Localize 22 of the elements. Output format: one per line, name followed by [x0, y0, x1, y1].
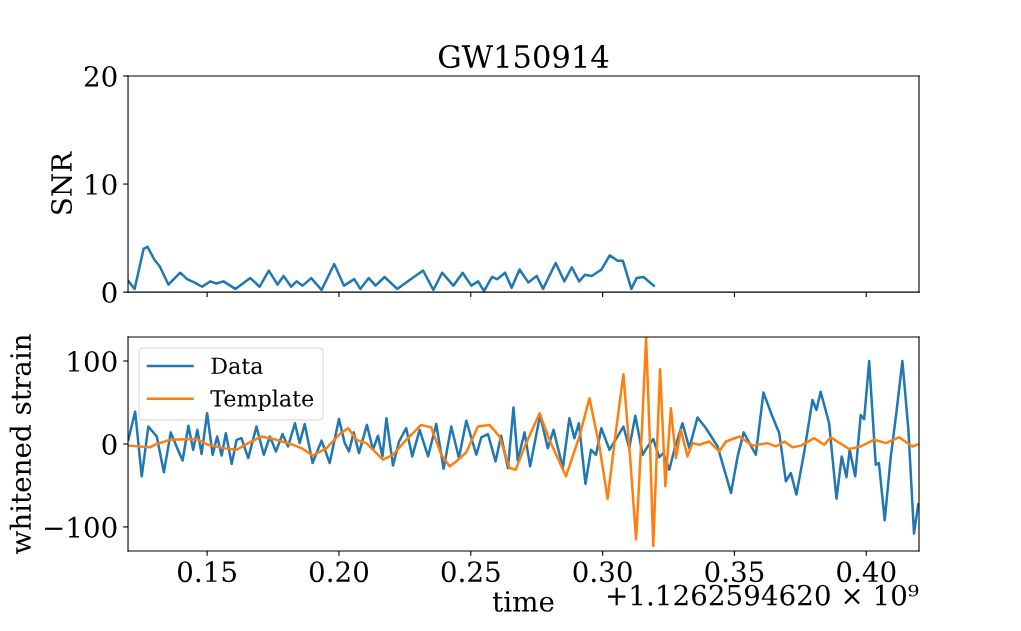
chart-title: GW150914 — [439, 44, 609, 69]
y-tick-label: 0 — [102, 433, 117, 455]
x-tick-label: 0.25 — [441, 561, 500, 583]
line-series — [128, 245, 656, 293]
legend-label: Data — [211, 357, 263, 375]
x-tick-label: 0.35 — [705, 561, 764, 583]
y-axis-title: whitened strain — [9, 334, 32, 555]
x-tick-label: 0.15 — [178, 561, 236, 583]
line-series — [128, 359, 919, 535]
y-tick-label: 100 — [68, 350, 117, 372]
text: +1.1262594620 × 10⁹ — [608, 584, 919, 606]
line-series — [128, 336, 919, 548]
x-axis-title: time — [492, 591, 554, 612]
y-axis-title: SNR — [51, 151, 73, 214]
y-tick-label: 20 — [84, 65, 117, 87]
x-tick-label: 0.30 — [573, 561, 632, 583]
legend-label: Template — [210, 389, 314, 412]
y-tick-label: −100 — [44, 516, 117, 538]
y-tick-label: 0 — [102, 282, 117, 304]
x-tick-label: 0.40 — [837, 561, 896, 583]
x-tick-label: 0.20 — [309, 561, 369, 583]
y-tick-label: 10 — [86, 174, 117, 196]
